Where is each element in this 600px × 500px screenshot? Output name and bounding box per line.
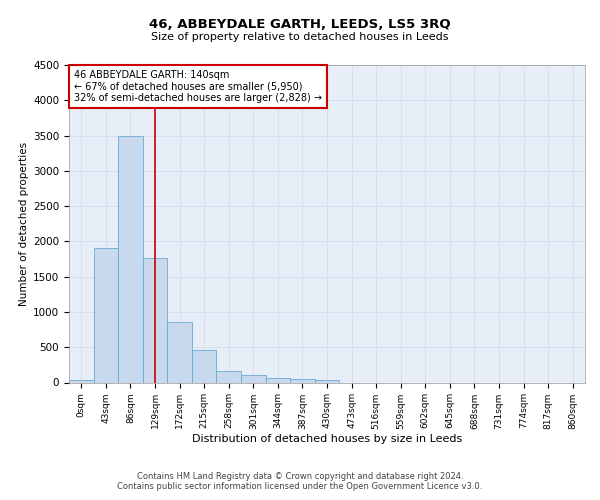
Text: 46 ABBEYDALE GARTH: 140sqm
← 67% of detached houses are smaller (5,950)
32% of s: 46 ABBEYDALE GARTH: 140sqm ← 67% of deta… (74, 70, 322, 103)
X-axis label: Distribution of detached houses by size in Leeds: Distribution of detached houses by size … (192, 434, 462, 444)
Bar (241, 376, 266, 382)
Y-axis label: Number of detached properties: Number of detached properties (19, 142, 29, 306)
Bar (118, 136, 143, 382)
Bar (69, 380, 94, 382)
Bar (192, 350, 217, 382)
Bar (167, 322, 192, 382)
Text: Contains HM Land Registry data © Crown copyright and database right 2024.
Contai: Contains HM Land Registry data © Crown c… (118, 472, 482, 491)
Bar (266, 378, 290, 382)
Bar (290, 378, 315, 382)
Text: Size of property relative to detached houses in Leeds: Size of property relative to detached ho… (151, 32, 449, 42)
Bar (94, 248, 118, 382)
Bar (217, 371, 241, 382)
Bar (315, 380, 339, 382)
Bar (143, 258, 167, 382)
Text: 46, ABBEYDALE GARTH, LEEDS, LS5 3RQ: 46, ABBEYDALE GARTH, LEEDS, LS5 3RQ (149, 18, 451, 30)
